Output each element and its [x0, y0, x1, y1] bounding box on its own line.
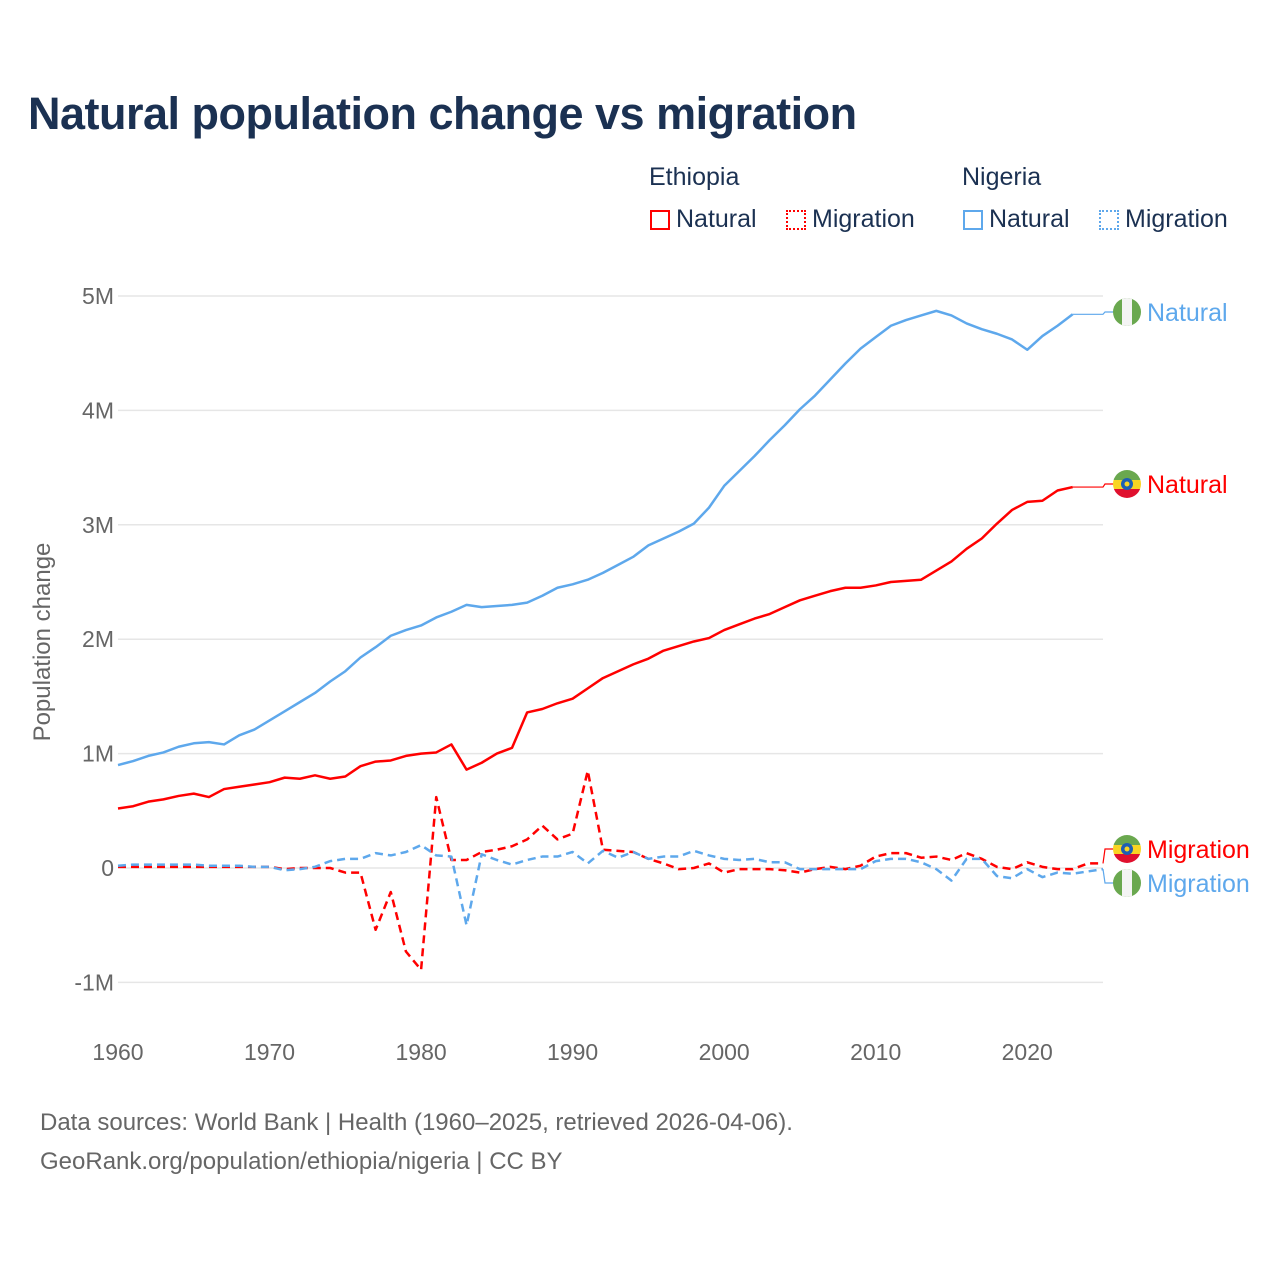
series-end-label: Natural: [1147, 471, 1228, 499]
x-tick-label: 2010: [850, 1039, 901, 1065]
label-connector: [1072, 311, 1115, 315]
chart-title: Natural population change vs migration: [28, 88, 857, 139]
y-tick-label: 0: [101, 855, 114, 881]
source-note: Data sources: World Bank | Health (1960–…: [40, 1109, 793, 1136]
x-tick-label: 1990: [547, 1039, 598, 1065]
ethiopia-flag-icon: [1113, 470, 1141, 498]
flag-red: [1113, 854, 1141, 863]
legend-label: Migration: [812, 205, 915, 233]
legend-label: Migration: [1125, 205, 1228, 233]
flag-body: [1113, 470, 1141, 498]
label-connector: [1102, 869, 1115, 884]
flag-red: [1113, 489, 1141, 498]
nigeria-flag-icon: [1113, 869, 1141, 897]
legend-swatch: [963, 209, 983, 230]
flag-body: [1113, 869, 1141, 897]
legend-swatch: [650, 209, 670, 230]
label-connector: [1102, 848, 1115, 864]
x-tick-label: 1970: [244, 1039, 295, 1065]
flag-green: [1113, 835, 1141, 845]
series-end-label: Natural: [1147, 299, 1228, 327]
legend-nigeria-migration[interactable]: Migration: [1099, 205, 1228, 234]
ethiopia-flag-icon: [1113, 835, 1141, 863]
series-line-ethiopia-natural: [117, 485, 1073, 810]
legend-swatch: [786, 209, 806, 230]
flag-white: [1122, 869, 1132, 897]
y-axis-label: Population change: [29, 543, 56, 742]
flag-star: [1124, 846, 1130, 852]
x-tick-label: 2020: [1002, 1039, 1053, 1065]
series-line-nigeria-migration: [117, 843, 1104, 927]
x-tick-label: 1960: [92, 1039, 143, 1065]
legend-label: Natural: [989, 205, 1070, 233]
y-tick-label: 1M: [82, 741, 114, 767]
legend-header-nigeria: Nigeria: [962, 163, 1042, 191]
y-tick-label: -1M: [74, 969, 114, 995]
x-tick-label: 2000: [699, 1039, 750, 1065]
legend-header-ethiopia: Ethiopia: [649, 163, 740, 191]
nigeria-flag-icon: [1113, 298, 1141, 326]
flag-body: [1113, 298, 1141, 326]
legend-swatch: [1099, 209, 1119, 230]
y-tick-label: 4M: [82, 397, 114, 423]
legend-nigeria-natural[interactable]: Natural: [963, 205, 1070, 234]
flag-white: [1122, 298, 1132, 326]
flag-star: [1124, 481, 1130, 487]
series-end-label: Migration: [1147, 836, 1250, 864]
series-line-nigeria-natural: [117, 309, 1074, 767]
series-end-label: Migration: [1147, 870, 1250, 898]
x-tick-label: 1980: [395, 1039, 446, 1065]
legend-label: Natural: [676, 205, 757, 233]
label-connector: [1072, 483, 1115, 488]
y-tick-label: 5M: [82, 283, 114, 309]
flag-body: [1113, 835, 1141, 863]
legend-ethiopia-natural[interactable]: Natural: [650, 205, 757, 234]
source-link[interactable]: GeoRank.org/population/ethiopia/nigeria …: [40, 1148, 563, 1175]
series-line-ethiopia-migration: [118, 769, 1103, 972]
flag-green: [1113, 470, 1141, 480]
y-tick-label: 2M: [82, 626, 114, 652]
y-tick-label: 3M: [82, 512, 114, 538]
legend-ethiopia-migration[interactable]: Migration: [786, 205, 915, 234]
